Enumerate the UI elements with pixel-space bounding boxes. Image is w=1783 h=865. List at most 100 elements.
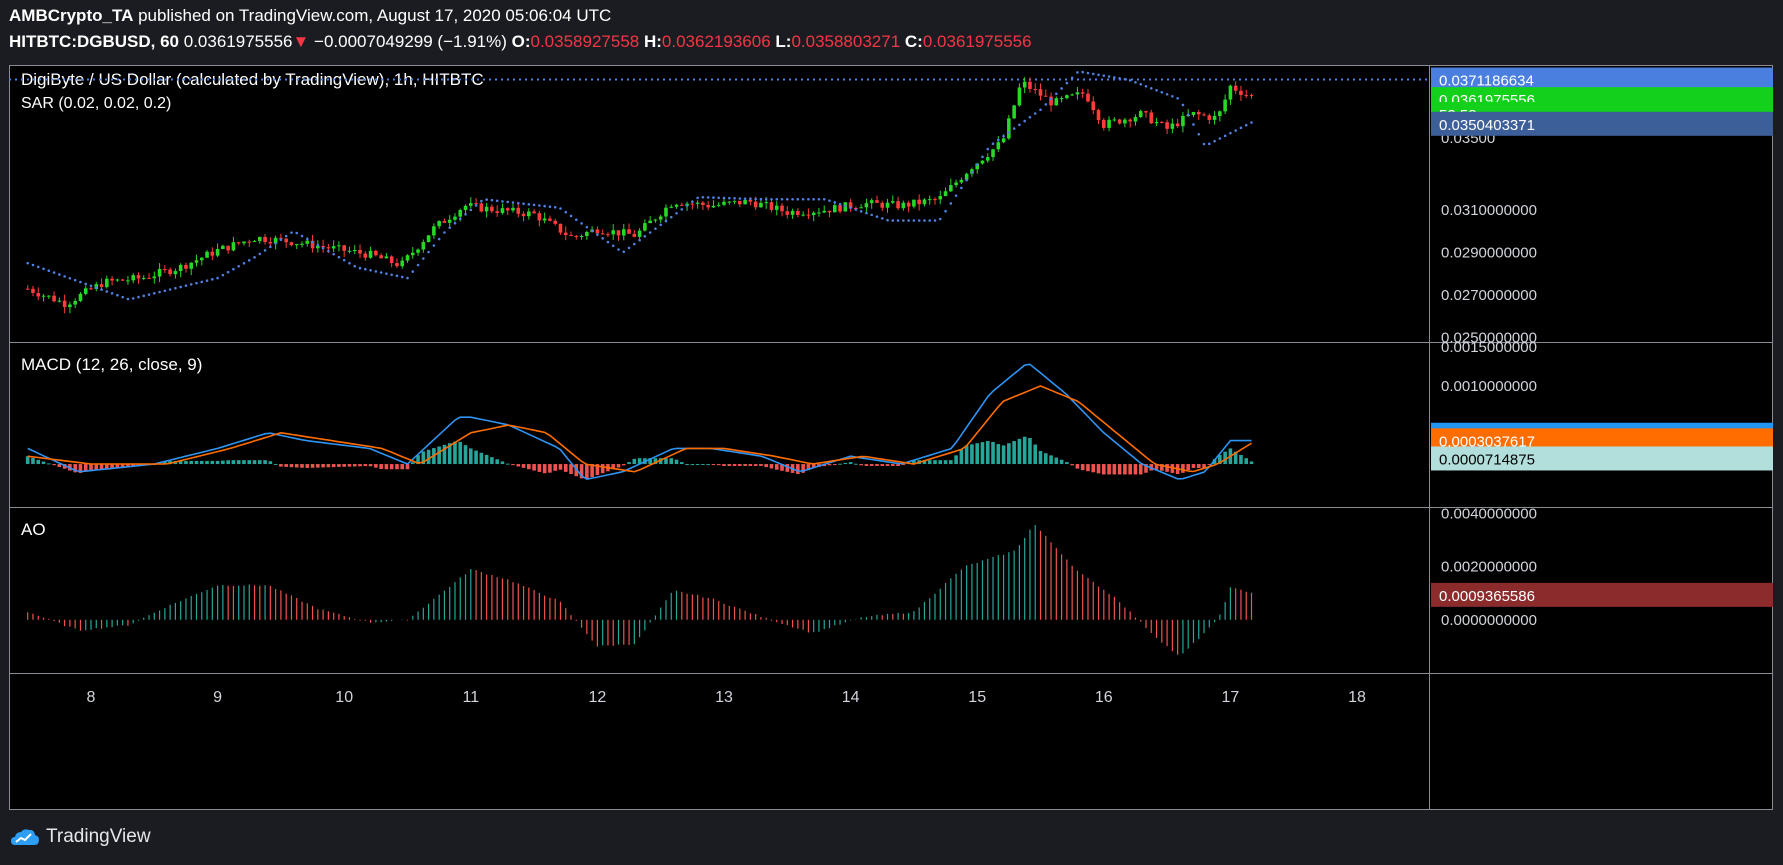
sar-dot [638, 238, 641, 242]
macd-hist-bar [1054, 457, 1059, 465]
macd-marker-label: 0.0003037617 [1439, 433, 1535, 450]
candle-body [806, 214, 811, 216]
sar-dot [627, 246, 631, 250]
sar-dot [543, 204, 546, 208]
sar-dot [1234, 129, 1237, 132]
candle-body [120, 279, 125, 281]
sar-dot [796, 197, 800, 201]
macd-hist-bar [199, 460, 204, 465]
price-change: −0.0007049299 (−1.91%) [314, 32, 507, 51]
sar-dot [189, 283, 193, 286]
sar-dot [1128, 79, 1132, 82]
sar-dot [975, 163, 979, 166]
sar-dot [437, 237, 441, 241]
close-value: 0.0361975556 [922, 32, 1032, 51]
macd-hist-bar [300, 464, 304, 468]
candle-body [1080, 92, 1085, 94]
candle-body [242, 241, 246, 244]
candle-body [126, 280, 130, 282]
sar-dot [1202, 142, 1206, 146]
macd-tick-label: 0.0015000000 [1441, 339, 1537, 356]
sar-dot [643, 235, 647, 238]
macd-hist-bar [495, 459, 499, 465]
candle-body [1223, 99, 1227, 112]
sar-dot [981, 155, 984, 159]
candle-body [221, 245, 225, 250]
candle-body [553, 220, 557, 224]
macd-hist-bar [680, 462, 684, 465]
macd-hist-bar [421, 451, 426, 465]
candle-body [368, 250, 373, 258]
x-tick-label: 18 [1348, 689, 1366, 706]
macd-hist-bar [374, 464, 378, 468]
candle-body [1091, 101, 1096, 111]
sar-dot [791, 197, 794, 201]
macd-hist-bar [801, 464, 805, 473]
sar-dot [569, 214, 573, 218]
sar-dot [680, 208, 684, 211]
sar-dot [970, 171, 974, 174]
sar-dot [284, 234, 288, 238]
candle-body [774, 205, 779, 210]
macd-hist-bar [579, 464, 584, 479]
macd-hist-bar [316, 464, 320, 468]
sar-dot [1250, 121, 1253, 124]
sar-dot [63, 275, 66, 278]
sar-dot [258, 252, 262, 256]
macd-hist-bar [949, 460, 953, 465]
macd-hist-bar [1223, 451, 1227, 465]
sar-dot [1223, 134, 1227, 138]
sar-dot [400, 275, 404, 279]
macd-hist-bar [352, 464, 357, 467]
macd-hist-bar [1160, 464, 1164, 471]
macd-hist-bar [569, 464, 573, 475]
macd-hist-bar [912, 460, 916, 465]
macd-hist-bar [110, 464, 114, 469]
sar-dot [300, 234, 304, 238]
sar-dot [58, 273, 61, 276]
candle-body [1102, 120, 1106, 128]
candle-body [168, 269, 172, 275]
candle-body [1112, 119, 1117, 121]
sar-dot [358, 266, 362, 270]
sar-dot [374, 270, 378, 273]
macd-hist-bar [210, 460, 215, 465]
open-value: 0.0358927558 [530, 32, 640, 51]
macd-hist-bar [1117, 464, 1122, 475]
macd-hist-bar [474, 450, 478, 465]
sar-dot [1049, 97, 1053, 101]
candle-body [300, 243, 304, 245]
macd-hist-bar [658, 458, 663, 465]
candle-body [268, 241, 273, 244]
candle-body [658, 216, 663, 220]
sar-dot [1139, 83, 1143, 86]
last-price: 0.0361975556 [183, 32, 293, 51]
macd-hist-bar [975, 443, 979, 465]
macd-hist-bar [854, 463, 858, 465]
publisher-name[interactable]: AMBCrypto_TA [9, 6, 134, 25]
macd-hist-bar [1096, 464, 1101, 474]
sar-dot [701, 195, 705, 199]
x-tick-label: 8 [87, 689, 96, 706]
candle-body [627, 229, 631, 234]
candle-body [548, 218, 552, 221]
sar-dot [153, 291, 156, 295]
sar-dot [26, 261, 30, 265]
macd-hist-bar [980, 442, 985, 465]
candle-body [305, 240, 310, 244]
sar-dot [1134, 81, 1137, 84]
macd-hist-bar [970, 444, 974, 465]
macd-hist-bar [938, 460, 943, 465]
chart-canvas[interactable]: 8 9 10 11 12 13 14 15 16 17 18 DigiByte / US Dollar… [9, 65, 1773, 810]
macd-hist-bar [1059, 459, 1064, 465]
candle-body [284, 238, 288, 243]
sar-dot [116, 293, 119, 297]
macd-hist-bar [706, 464, 710, 466]
candle-body [484, 206, 489, 212]
ao-marker-label: 0.0009365586 [1439, 588, 1535, 605]
candle-body [1202, 114, 1206, 116]
candle-body [347, 250, 352, 252]
footer-brand[interactable]: TradingView [46, 826, 151, 847]
macd-hist-bar [1218, 454, 1222, 465]
macd-hist-bar [62, 464, 67, 469]
